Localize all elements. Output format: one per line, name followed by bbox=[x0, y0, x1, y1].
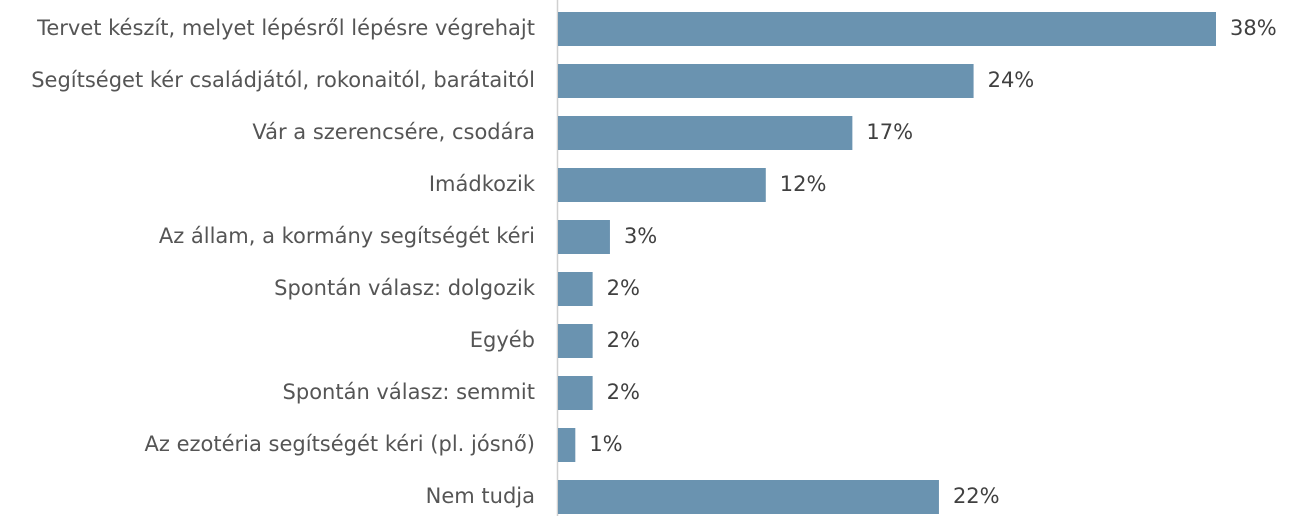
category-label: Segítséget kér családjától, rokonaitól, … bbox=[31, 68, 535, 92]
category-label: Nem tudja bbox=[426, 484, 535, 508]
bar bbox=[558, 220, 610, 254]
category-label: Az állam, a kormány segítségét kéri bbox=[159, 224, 535, 248]
bar bbox=[558, 64, 974, 98]
value-label: 3% bbox=[624, 224, 657, 248]
bar bbox=[558, 116, 853, 150]
value-label: 24% bbox=[988, 68, 1035, 92]
bar bbox=[558, 428, 576, 462]
value-label: 2% bbox=[607, 380, 640, 404]
value-label: 17% bbox=[866, 120, 913, 144]
category-label: Tervet készít, melyet lépésről lépésre v… bbox=[36, 16, 535, 40]
category-label: Spontán válasz: semmit bbox=[283, 380, 535, 404]
category-label: Vár a szerencsére, csodára bbox=[252, 120, 535, 144]
category-label: Az ezotéria segítségét kéri (pl. jósnő) bbox=[145, 432, 535, 456]
bar bbox=[558, 376, 593, 410]
category-label: Egyéb bbox=[470, 328, 535, 352]
value-label: 2% bbox=[607, 276, 640, 300]
bar bbox=[558, 12, 1216, 46]
bar bbox=[558, 480, 939, 514]
value-label: 1% bbox=[589, 432, 622, 456]
bar bbox=[558, 324, 593, 358]
value-label: 12% bbox=[780, 172, 827, 196]
value-label: 2% bbox=[607, 328, 640, 352]
value-label: 22% bbox=[953, 484, 1000, 508]
value-label: 38% bbox=[1230, 16, 1277, 40]
category-label: Spontán válasz: dolgozik bbox=[274, 276, 536, 300]
bar bbox=[558, 168, 766, 202]
bar bbox=[558, 272, 593, 306]
category-label: Imádkozik bbox=[429, 172, 536, 196]
